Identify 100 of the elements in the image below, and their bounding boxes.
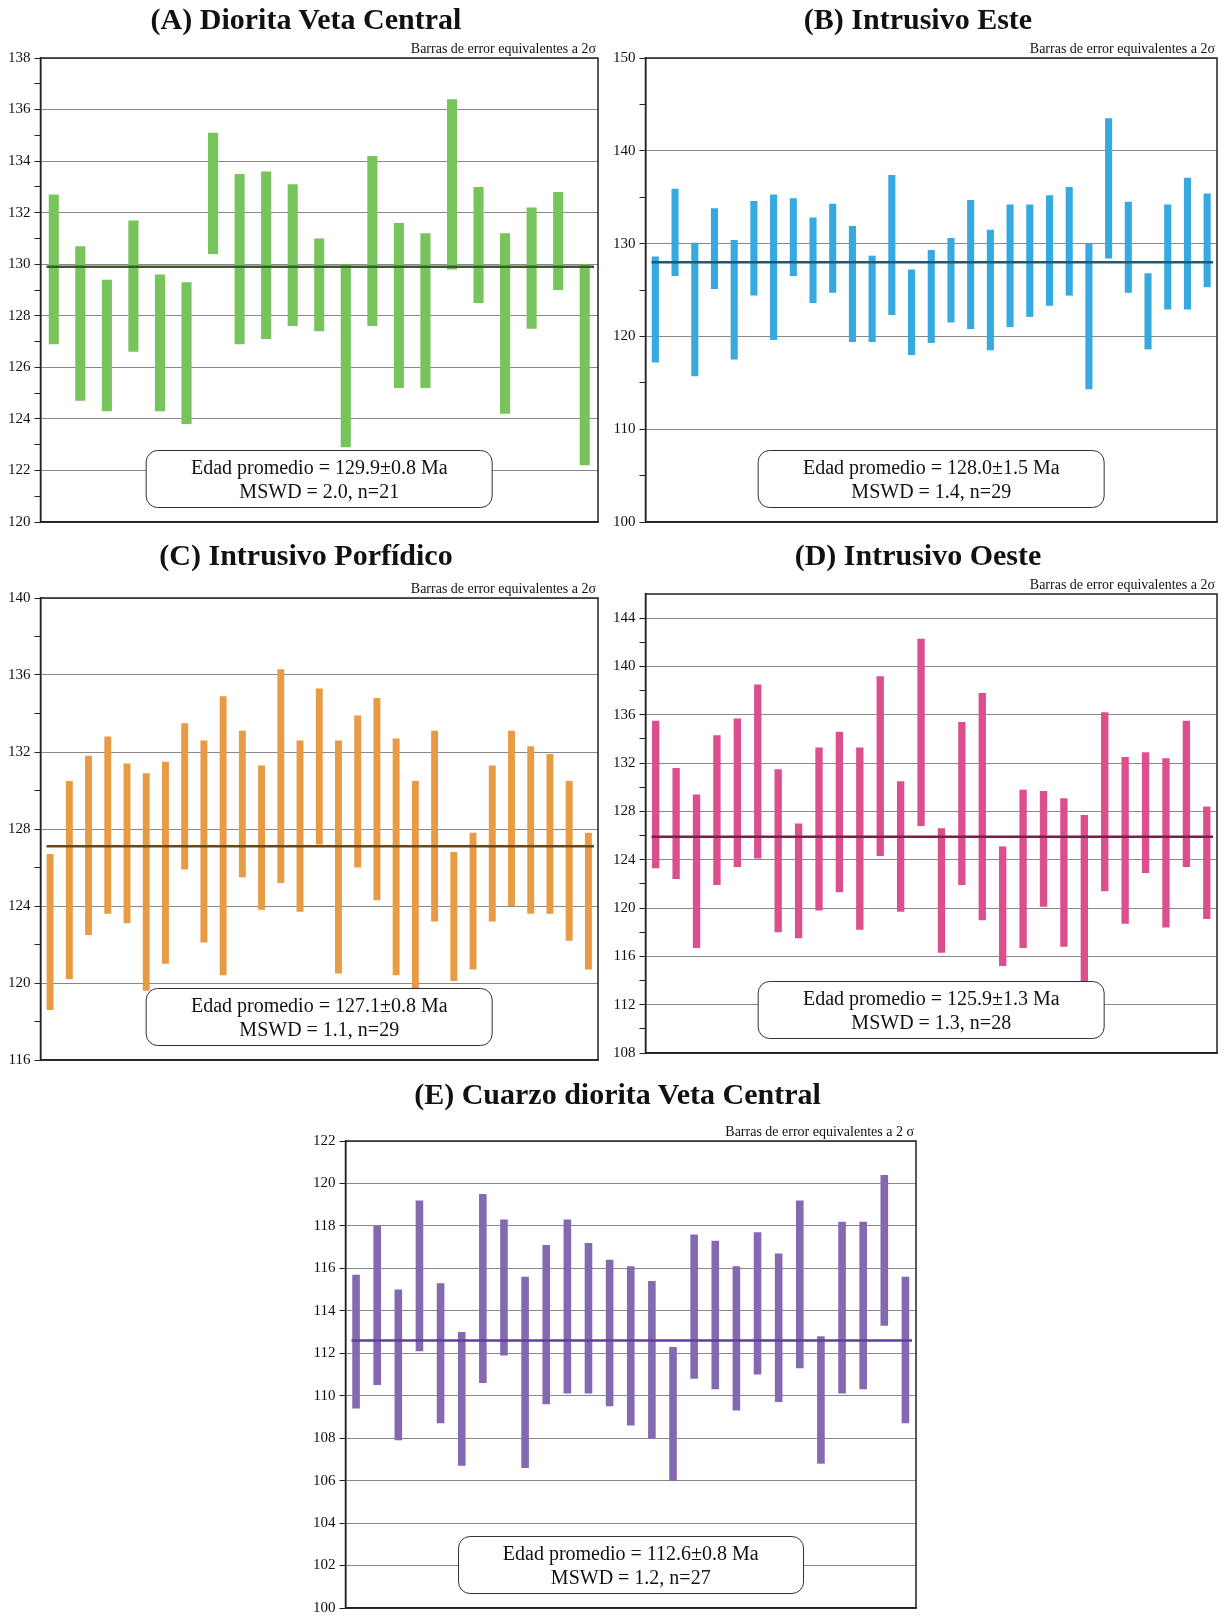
- annotation: MSWD = 1.3, n=28: [850, 1010, 1013, 1034]
- y-tick-label: 108: [613, 1043, 636, 1060]
- bar: [200, 740, 208, 943]
- text-box: Edad promedio = 128.0±1.5 Ma MSWD = 1.4, n=29: [757, 450, 1105, 508]
- bar: [651, 256, 659, 363]
- bar: [937, 828, 946, 953]
- bar: [85, 755, 93, 935]
- bar: [896, 781, 905, 912]
- bar: [367, 155, 378, 327]
- text-box: Edad promedio = 125.9±1.3 Ma MSWD = 1.3, n=28: [757, 981, 1105, 1039]
- bar: [1101, 712, 1109, 892]
- text-box: Edad promedio = 127.1±0.8 Ma MSWD = 1.1, n=29: [145, 988, 493, 1046]
- y-tick-label: 110: [313, 1386, 336, 1403]
- bar: [1085, 243, 1093, 390]
- y-tick-label: 128: [613, 802, 636, 819]
- chart-title: (D) Intrusivo Oeste: [793, 538, 1043, 572]
- bar: [789, 198, 797, 277]
- y-tick-label: 120: [8, 512, 31, 529]
- bar: [521, 1276, 529, 1468]
- bar: [880, 1174, 889, 1326]
- bar: [876, 676, 884, 857]
- y-tick-label: 140: [613, 141, 636, 158]
- bar: [711, 1240, 720, 1390]
- y-tick-label: 102: [313, 1556, 336, 1573]
- bar: [431, 730, 439, 922]
- y-tick-label: 110: [613, 420, 636, 437]
- text-box: Edad promedio = 129.9±0.8 Ma MSWD = 2.0, n=21: [145, 450, 493, 508]
- bar: [75, 246, 86, 401]
- bar: [733, 718, 742, 867]
- annotation: MSWD = 1.2, n=27: [549, 1565, 712, 1589]
- bar: [208, 132, 219, 254]
- bar: [526, 207, 537, 329]
- bar: [261, 171, 272, 339]
- bar: [415, 1200, 424, 1352]
- bar: [162, 761, 169, 964]
- bar: [774, 1253, 783, 1403]
- bar: [1203, 193, 1211, 288]
- bar: [1105, 118, 1113, 259]
- bar: [420, 233, 431, 388]
- bar: [1144, 273, 1152, 350]
- y-tick-label: 120: [8, 973, 31, 990]
- bar: [436, 1283, 445, 1424]
- bar: [835, 731, 844, 893]
- bar: [672, 767, 680, 880]
- chart-title: (B) Intrusivo Este: [802, 2, 1034, 36]
- bar: [373, 698, 381, 901]
- y-tick-label: 140: [613, 657, 636, 674]
- y-tick-label: 122: [8, 461, 31, 478]
- bar: [1141, 752, 1150, 874]
- bar: [986, 229, 994, 351]
- annotation: Edad promedio = 125.9±1.3 Ma: [802, 986, 1060, 1010]
- bar: [104, 736, 112, 914]
- bar: [829, 203, 837, 293]
- y-tick-label: 136: [613, 705, 636, 722]
- bar: [457, 1332, 466, 1466]
- y-tick-label: 114: [313, 1301, 336, 1318]
- y-tick-label: 116: [8, 1050, 31, 1067]
- bar: [446, 99, 458, 270]
- y-tick-label: 150: [613, 48, 636, 65]
- y-tick-label: 130: [8, 255, 31, 272]
- y-tick-label: 136: [8, 100, 31, 117]
- chart-title: (C) Intrusivo Porfídico: [158, 538, 454, 572]
- annotation: MSWD = 2.0, n=21: [238, 479, 401, 503]
- y-tick-label: 104: [313, 1514, 336, 1531]
- bar: [1203, 806, 1211, 919]
- bar: [238, 730, 246, 878]
- bar: [927, 250, 935, 343]
- bar: [340, 264, 351, 448]
- bar: [46, 854, 54, 1010]
- bar: [1026, 204, 1034, 317]
- annotation: Edad promedio = 129.9±0.8 Ma: [190, 455, 448, 479]
- y-tick-label: 136: [8, 665, 31, 682]
- y-tick-label: 144: [613, 609, 636, 626]
- y-tick-label: 138: [8, 48, 31, 65]
- chart-title: (A) Diorita Veta Central: [149, 2, 463, 36]
- annotation: MSWD = 1.1, n=29: [238, 1017, 401, 1041]
- bar: [848, 225, 856, 342]
- bar: [978, 693, 986, 921]
- bar: [754, 684, 762, 859]
- bar: [817, 1336, 825, 1464]
- bar: [1162, 758, 1170, 928]
- text: Barras de error equivalentes a 2σ: [410, 580, 597, 596]
- bar: [958, 722, 966, 886]
- bar: [770, 194, 778, 341]
- bar: [710, 208, 719, 290]
- y-tick-label: 140: [8, 588, 31, 605]
- bar: [154, 274, 166, 412]
- y-tick-label: 134: [8, 152, 31, 169]
- y-tick-label: 124: [8, 896, 31, 913]
- text: Barras de error equivalentes a 2 σ: [725, 1123, 915, 1139]
- bar: [354, 715, 362, 868]
- bar: [101, 279, 112, 412]
- bar: [128, 220, 139, 352]
- bar: [815, 747, 823, 911]
- y-tick-label: 112: [613, 995, 636, 1012]
- bar: [648, 1281, 656, 1439]
- bar: [652, 720, 660, 869]
- bar: [527, 746, 535, 914]
- y-tick-label: 120: [613, 898, 636, 915]
- bar: [584, 1242, 593, 1394]
